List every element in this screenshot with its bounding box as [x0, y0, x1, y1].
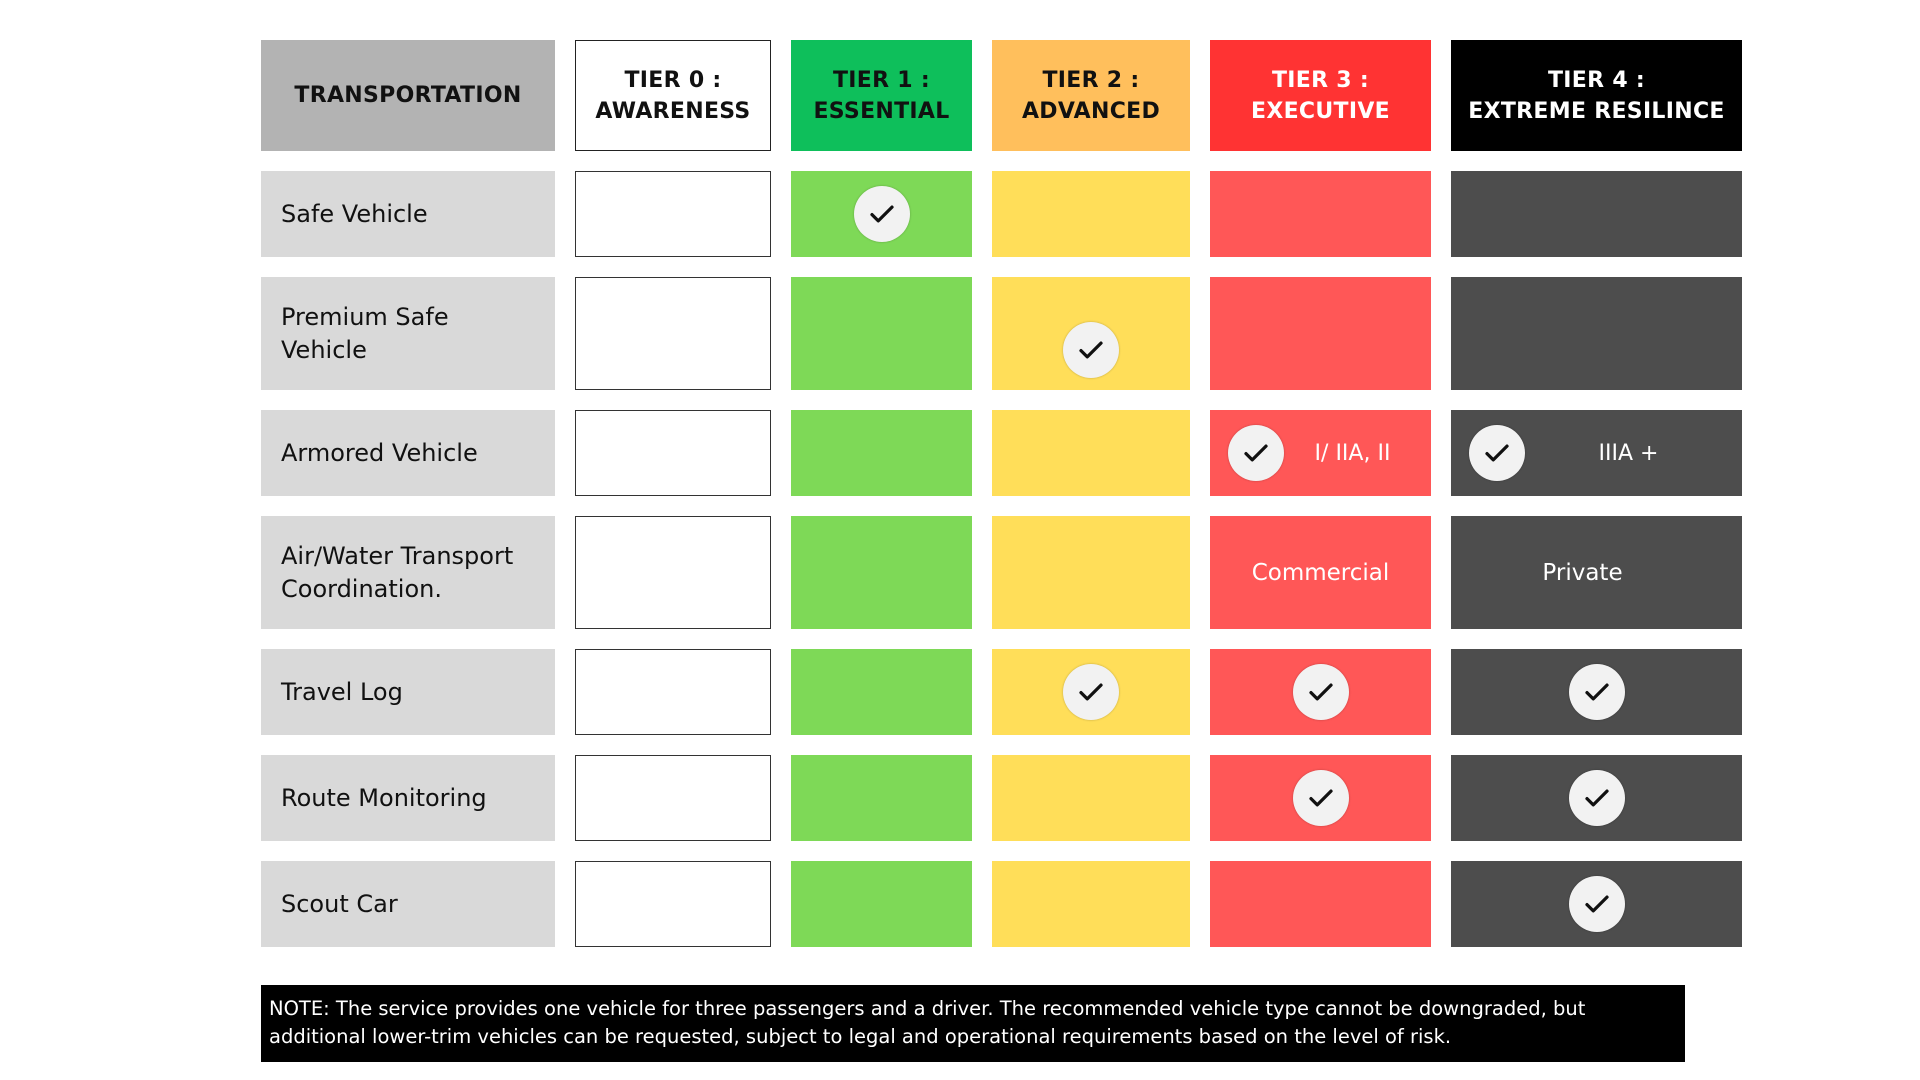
row-label-text: Premium Safe Vehicle [281, 302, 449, 364]
tier-0-cell [575, 277, 771, 390]
header-tier-2: TIER 2 : ADVANCED [992, 40, 1190, 151]
check-icon [1568, 876, 1625, 932]
check-icon [1568, 770, 1625, 826]
header-tier-1-label: TIER 1 : ESSENTIAL [813, 67, 950, 124]
tier-2-cell [992, 171, 1190, 257]
tier-1-cell [791, 277, 972, 390]
tier-4-cell [1451, 171, 1742, 257]
note-box: NOTE: The service provides one vehicle f… [261, 985, 1685, 1062]
tier-4-cell [1451, 277, 1742, 390]
tier-2-cell [992, 516, 1190, 629]
tier-1-cell [791, 755, 972, 841]
header-tier-4: TIER 4 : EXTREME RESILINCE [1451, 40, 1742, 151]
tier-3-cell: I/ IIA, II [1210, 410, 1431, 496]
row-label: Safe Vehicle [261, 171, 555, 257]
row-label-text: Travel Log [281, 677, 403, 706]
tier-0-cell [575, 755, 771, 841]
header-tier-0: TIER 0 : AWARENESS [575, 40, 771, 151]
tier-4-cell: IIIA + [1451, 410, 1742, 496]
header-transportation-label: TRANSPORTATION [294, 83, 522, 108]
tier-4-cell: Private [1451, 516, 1742, 629]
tier-1-cell [791, 516, 972, 629]
header-tier-0-label: TIER 0 : AWARENESS [595, 67, 751, 124]
tier-1-cell [791, 410, 972, 496]
tier-comparison-table: TRANSPORTATION TIER 0 : AWARENESS TIER 1… [261, 40, 1742, 947]
armor-level-text: I/ IIA, II [1314, 440, 1391, 466]
tier-2-cell [992, 277, 1190, 390]
tier-3-cell [1210, 649, 1431, 735]
check-icon [1228, 425, 1284, 481]
header-tier-2-label: TIER 2 : ADVANCED [1021, 67, 1161, 124]
header-transportation: TRANSPORTATION [261, 40, 555, 151]
tier-3-cell [1210, 277, 1431, 390]
header-tier-3: TIER 3 : EXECUTIVE [1210, 40, 1431, 151]
row-label: Route Monitoring [261, 755, 555, 841]
tier-3-cell [1210, 861, 1431, 947]
header-tier-4-label: TIER 4 : EXTREME RESILINCE [1468, 67, 1725, 124]
note-text: NOTE: The service provides one vehicle f… [269, 997, 1586, 1048]
tier-0-cell [575, 649, 771, 735]
check-icon [1063, 664, 1119, 720]
tier-3-cell [1210, 755, 1431, 841]
tier-0-cell [575, 516, 771, 629]
tier-4-cell [1451, 649, 1742, 735]
tier-1-cell [791, 171, 972, 257]
row-label-text: Route Monitoring [281, 783, 487, 812]
tier-2-cell [992, 755, 1190, 841]
row-label-text: Air/Water Transport Coordination. [281, 541, 514, 603]
row-label-text: Armored Vehicle [281, 438, 478, 467]
row-label: Air/Water Transport Coordination. [261, 516, 555, 629]
tier-1-cell [791, 861, 972, 947]
tier-0-cell [575, 410, 771, 496]
tier-2-cell [992, 410, 1190, 496]
tier-3-cell [1210, 171, 1431, 257]
row-label: Premium Safe Vehicle [261, 277, 555, 390]
tier-0-cell [575, 861, 771, 947]
check-icon [1292, 770, 1349, 826]
tier-2-cell [992, 649, 1190, 735]
tier-2-cell [992, 861, 1190, 947]
row-label-text: Scout Car [281, 889, 398, 918]
row-label: Armored Vehicle [261, 410, 555, 496]
check-icon [853, 186, 910, 242]
tier-3-cell: Commercial [1210, 516, 1431, 629]
tier-1-cell [791, 649, 972, 735]
row-label-text: Safe Vehicle [281, 199, 428, 228]
header-tier-3-label: TIER 3 : EXECUTIVE [1251, 67, 1390, 124]
row-label: Scout Car [261, 861, 555, 947]
transport-type-text: Commercial [1251, 559, 1390, 586]
armor-level-text: IIIA + [1598, 440, 1659, 466]
tier-4-cell [1451, 755, 1742, 841]
row-label: Travel Log [261, 649, 555, 735]
transport-type-text: Private [1542, 559, 1623, 586]
check-icon [1063, 322, 1119, 378]
check-icon [1568, 664, 1625, 720]
check-icon [1292, 664, 1349, 720]
check-icon [1469, 425, 1525, 481]
tier-4-cell [1451, 861, 1742, 947]
header-tier-1: TIER 1 : ESSENTIAL [791, 40, 972, 151]
tier-0-cell [575, 171, 771, 257]
